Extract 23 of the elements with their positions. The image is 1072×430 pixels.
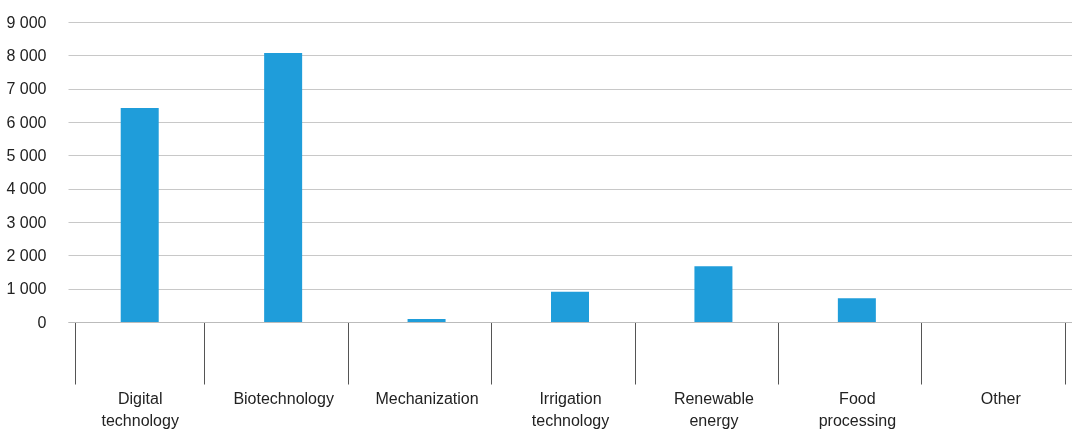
x-tick-label: Biotechnology [233,389,334,407]
bar [407,319,446,322]
x-tick-label: Mechanization [375,389,479,407]
y-tick-label: 4 000 [6,180,47,198]
y-tick-label: 9 000 [6,13,47,31]
y-tick-label: 0 [37,313,47,331]
x-tick-label: Digital technology [101,389,179,429]
y-tick-label: 1 000 [6,280,47,298]
bar [120,108,159,322]
x-tick-label: Irrigation technology [531,389,610,429]
x-tick-label: Renewable energy [673,389,755,429]
bar [264,53,303,322]
x-tick-label: Food processing [818,389,897,429]
y-tick-label: 2 000 [6,246,47,264]
y-tick-label: 7 000 [6,80,47,98]
y-tick-label: 5 000 [6,146,47,164]
bar [551,291,589,322]
y-tick-label: 8 000 [6,46,47,64]
y-tick-label: 6 000 [6,113,47,131]
x-tick-label: Other [980,389,1022,407]
bar [694,266,733,322]
bar [837,298,876,322]
y-tick-label: 3 000 [6,213,47,231]
